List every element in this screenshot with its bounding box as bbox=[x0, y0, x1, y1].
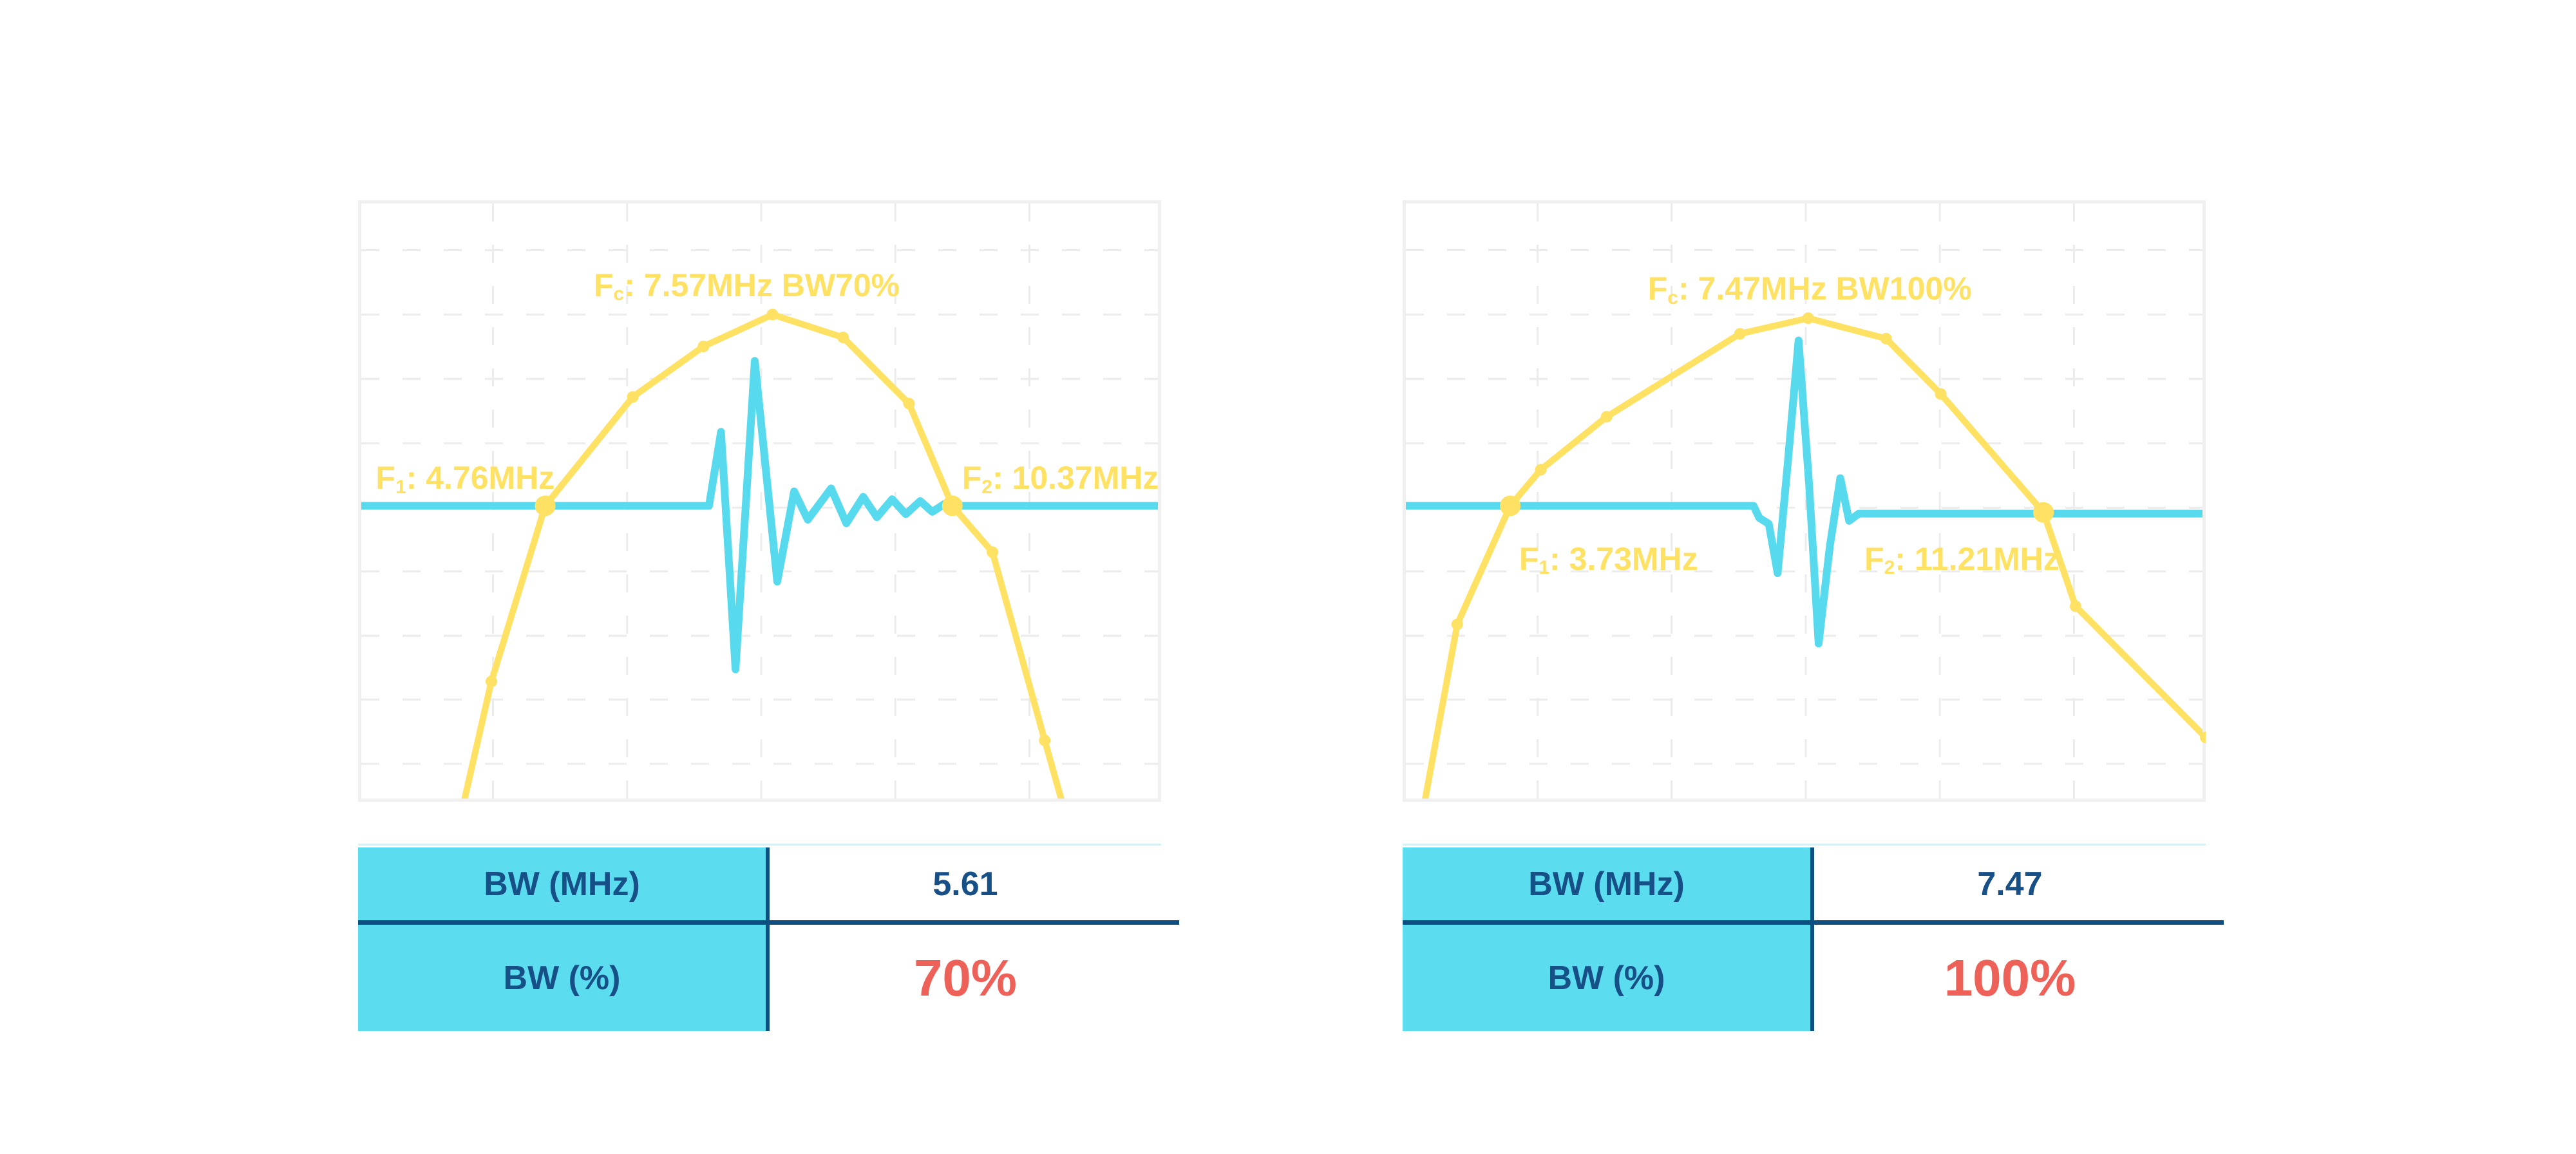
label-f1-subscript: 1 bbox=[395, 477, 406, 498]
label-upper-frequency: F2: 10.37MHz bbox=[962, 460, 1159, 500]
table-vertical-divider bbox=[1810, 847, 1814, 1031]
label-center-frequency: Fc: 7.47MHz BW100% bbox=[1648, 271, 1972, 311]
chart-bw100: Fc: 7.47MHz BW100% F1: 3.73MHz F2: 11.21… bbox=[1403, 200, 2206, 802]
label-fc-value: : 7.47MHz BW100% bbox=[1678, 270, 1972, 307]
bw-mhz-label: BW (MHz) bbox=[484, 865, 640, 903]
table-row-divider bbox=[1403, 920, 2224, 925]
label-fc-symbol: F bbox=[1647, 270, 1668, 307]
label-fc-symbol: F bbox=[593, 267, 614, 303]
label-f2-subscript: 2 bbox=[1884, 557, 1895, 579]
label-fc-value: : 7.57MHz BW70% bbox=[624, 267, 900, 303]
bw-percent-value: 100% bbox=[1944, 949, 2076, 1007]
bandwidth-table: BW (MHz) 7.47 BW (%) 100% bbox=[1403, 844, 2224, 1031]
label-f1-value: : 3.73MHz bbox=[1549, 540, 1698, 577]
spectrum-pulse-plot-bw100 bbox=[1403, 200, 2206, 802]
label-f2-symbol: F bbox=[1864, 540, 1884, 577]
label-f2-subscript: 2 bbox=[981, 477, 992, 498]
table-label-column-background bbox=[1403, 847, 1810, 1031]
label-lower-frequency: F1: 4.76MHz bbox=[375, 460, 554, 500]
bw-percent-label: BW (%) bbox=[503, 959, 621, 997]
table-row-divider bbox=[358, 920, 1179, 925]
chart-bw70: Fc: 7.57MHz BW70% F1: 4.76MHz F2: 10.37M… bbox=[358, 200, 1161, 802]
bw-percent-value: 70% bbox=[913, 949, 1018, 1007]
bw-percent-label: BW (%) bbox=[1548, 959, 1665, 997]
table-top-divider bbox=[358, 844, 1161, 846]
label-fc-subscript: c bbox=[613, 283, 625, 305]
spectrum-pulse-plot-bw70 bbox=[358, 200, 1161, 802]
table-vertical-divider bbox=[766, 847, 770, 1031]
label-f1-symbol: F bbox=[375, 460, 395, 497]
panel-bw70: Fc: 7.57MHz BW70% F1: 4.76MHz F2: 10.37M… bbox=[358, 200, 1179, 1031]
table-top-divider bbox=[1403, 844, 2206, 846]
label-f2-value: : 11.21MHz bbox=[1895, 540, 2060, 577]
bandwidth-table: BW (MHz) 5.61 BW (%) 70% bbox=[358, 844, 1179, 1031]
label-f2-value: : 10.37MHz bbox=[992, 460, 1159, 497]
label-f1-subscript: 1 bbox=[1539, 557, 1550, 579]
bw-mhz-value: 5.61 bbox=[933, 865, 998, 903]
label-f2-symbol: F bbox=[961, 460, 982, 497]
bw-mhz-label: BW (MHz) bbox=[1528, 865, 1685, 903]
label-f1-symbol: F bbox=[1519, 540, 1539, 577]
label-upper-frequency: F2: 11.21MHz bbox=[1864, 542, 2060, 582]
table-label-column-background bbox=[358, 847, 766, 1031]
label-f1-value: : 4.76MHz bbox=[406, 460, 555, 497]
panel-bw100: Fc: 7.47MHz BW100% F1: 3.73MHz F2: 11.21… bbox=[1403, 200, 2224, 1031]
label-lower-frequency: F1: 3.73MHz bbox=[1519, 542, 1698, 582]
bw-mhz-value: 7.47 bbox=[1977, 865, 2043, 903]
label-center-frequency: Fc: 7.57MHz BW70% bbox=[594, 268, 900, 308]
label-fc-subscript: c bbox=[1667, 287, 1678, 308]
